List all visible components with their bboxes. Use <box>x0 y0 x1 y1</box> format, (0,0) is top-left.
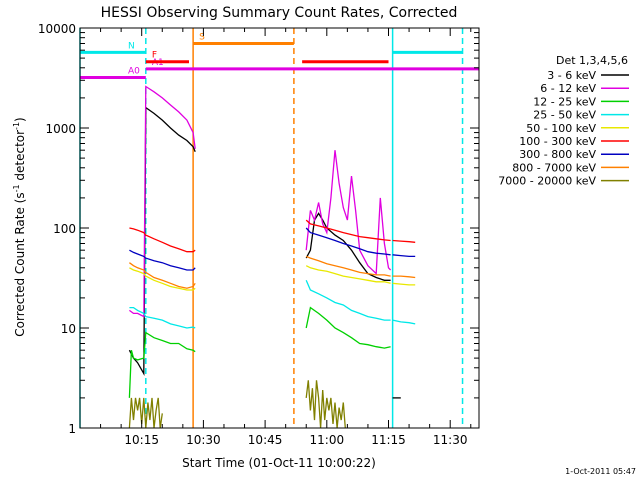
series-line-4-seg-0 <box>129 267 196 291</box>
y-tick-label-3: 1000 <box>45 122 76 136</box>
series-line-7-seg-0 <box>129 262 196 289</box>
legend-label-5: 100 - 300 keV <box>519 135 596 148</box>
axes: 10:15 10:30 10:45 11:00 11:15 11:30 1 10 100 1000… <box>38 22 480 447</box>
x-tick-label-1: 10:30 <box>186 433 221 447</box>
x-tick-label-4: 11:15 <box>371 433 406 447</box>
state-flag-label-A0: A0 <box>128 66 140 76</box>
legend-label-3: 25 - 50 keV <box>533 109 596 122</box>
series-line-4-seg-1 <box>305 265 391 284</box>
series-line-5-seg-0 <box>129 227 196 253</box>
series-line-3-seg-0 <box>129 306 196 329</box>
legend-label-4: 50 - 100 keV <box>526 122 596 135</box>
legend-label-0: 3 - 6 keV <box>547 69 596 82</box>
y-axis-label-sup2: -1 <box>12 122 21 130</box>
y-axis-label-sup1: -1 <box>12 184 21 192</box>
x-tick-label-5: 11:30 <box>433 433 468 447</box>
x-tick-label-3: 11:00 <box>310 433 345 447</box>
chart-title: HESSI Observing Summary Count Rates, Cor… <box>101 5 458 21</box>
series-line-7-seg-2 <box>392 275 416 279</box>
timestamp-stamp: 1-Oct-2011 05:47 <box>565 467 636 476</box>
x-tick-label-0: 10:15 <box>124 433 159 447</box>
series-lines <box>128 85 416 429</box>
series-line-8-seg-1 <box>305 380 346 429</box>
state-flag-label-N: N <box>128 41 135 51</box>
series-line-1-seg-1 <box>305 150 392 276</box>
series-line-3-seg-2 <box>392 319 416 325</box>
series-line-0-seg-0 <box>128 106 196 377</box>
series-line-1-seg-0 <box>129 85 196 318</box>
y-tick-label-2: 100 <box>53 222 76 236</box>
series-line-6-seg-0 <box>129 249 196 271</box>
x-tick-label-2: 10:45 <box>248 433 283 447</box>
legend-label-1: 6 - 12 keV <box>540 82 596 95</box>
series-line-5-seg-1 <box>305 219 391 242</box>
series-line-5-seg-2 <box>392 239 416 243</box>
series-line-6-seg-2 <box>392 254 416 258</box>
y-tick-label-0: 1 <box>68 422 76 436</box>
series-line-6-seg-1 <box>305 227 391 256</box>
state-flags: A0A1FNS <box>80 32 479 79</box>
y-tick-label-1: 10 <box>61 322 76 336</box>
series-line-2-seg-0 <box>128 331 196 398</box>
series-line-2-seg-1 <box>305 306 391 349</box>
legend-label-6: 300 - 800 keV <box>519 148 596 161</box>
legend-title: Det 1,3,4,5,6 <box>556 54 628 67</box>
state-flag-label-F: F <box>152 51 157 61</box>
y-axis-label-end: ) <box>13 117 27 122</box>
legend-label-8: 7000 - 20000 keV <box>498 175 596 188</box>
series-line-3-seg-1 <box>305 280 391 321</box>
series-line-7-seg-1 <box>305 255 391 277</box>
x-axis-label: Start Time (01-Oct-11 10:00:22) <box>182 456 376 470</box>
series-line-4-seg-2 <box>392 282 416 286</box>
y-axis-label: Corrected Count Rate (s-1 detector-1) <box>12 117 27 336</box>
y-axis-label-mid: detector <box>13 130 27 185</box>
legend-label-2: 12 - 25 keV <box>533 95 596 108</box>
y-tick-label-4: 10000 <box>38 22 76 36</box>
legend-label-7: 800 - 7000 keV <box>512 161 596 174</box>
y-axis-label-main: Corrected Count Rate (s <box>13 192 27 336</box>
state-flag-label-S: S <box>199 32 205 42</box>
